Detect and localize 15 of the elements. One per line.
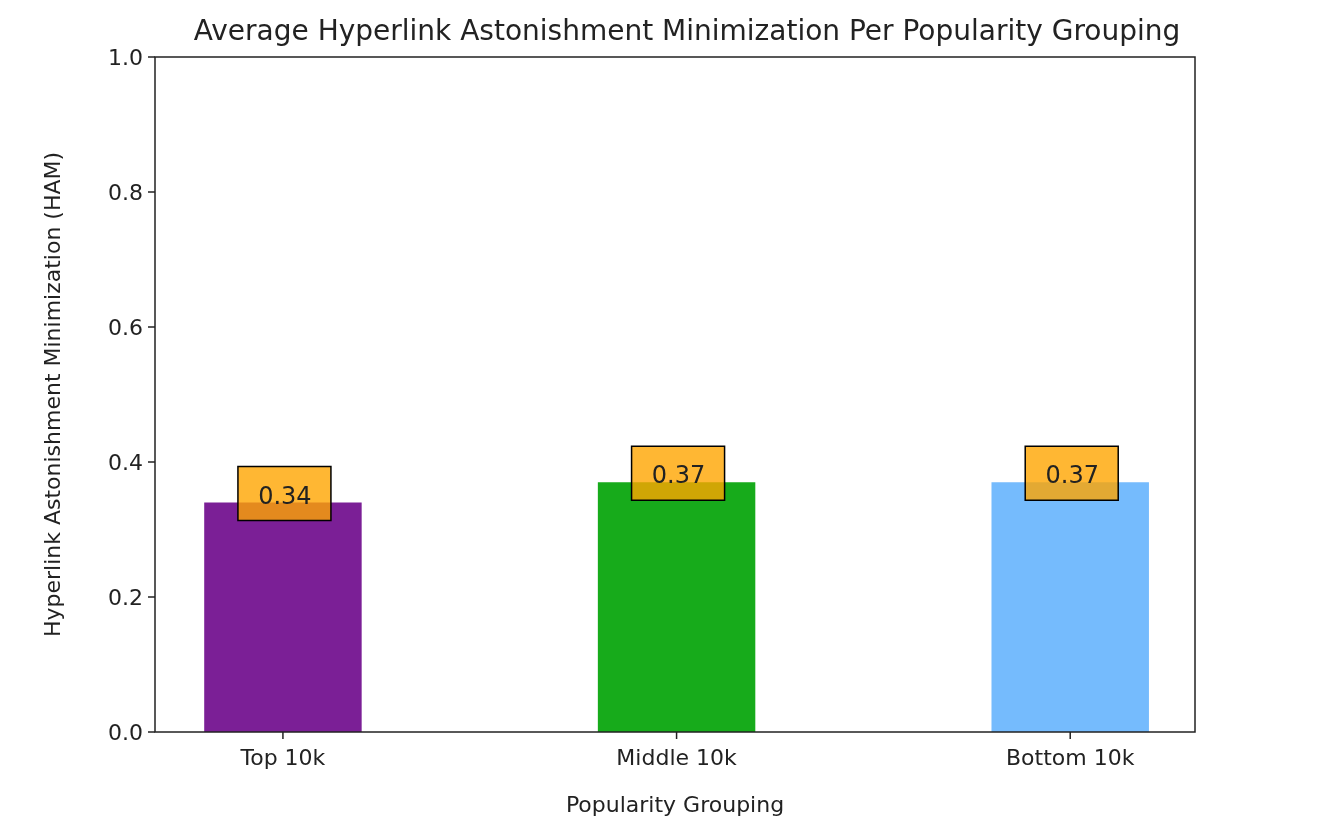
data-label: 0.34 — [258, 481, 312, 510]
y-tick-label: 1.0 — [108, 44, 143, 70]
x-tick-label: Middle 10k — [616, 745, 738, 770]
y-axis-title: Hyperlink Astonishment Minimization (HAM) — [40, 151, 65, 638]
data-label: 0.37 — [1045, 461, 1099, 490]
y-tick-label: 0.2 — [108, 584, 143, 610]
y-tick-label: 0.4 — [108, 449, 143, 475]
y-tick-label: 0.8 — [108, 179, 143, 205]
x-tick-label: Top 10k — [239, 745, 326, 770]
chart-title: Average Hyperlink Astonishment Minimization Per Popularity Grouping — [193, 14, 1181, 47]
data-label: 0.37 — [651, 461, 706, 490]
y-tick-label: 0.0 — [108, 719, 143, 745]
y-tick-label: 0.6 — [108, 314, 143, 340]
x-axis-title: Popularity Grouping — [565, 792, 785, 817]
x-tick-label: Bottom 10k — [1006, 745, 1135, 770]
